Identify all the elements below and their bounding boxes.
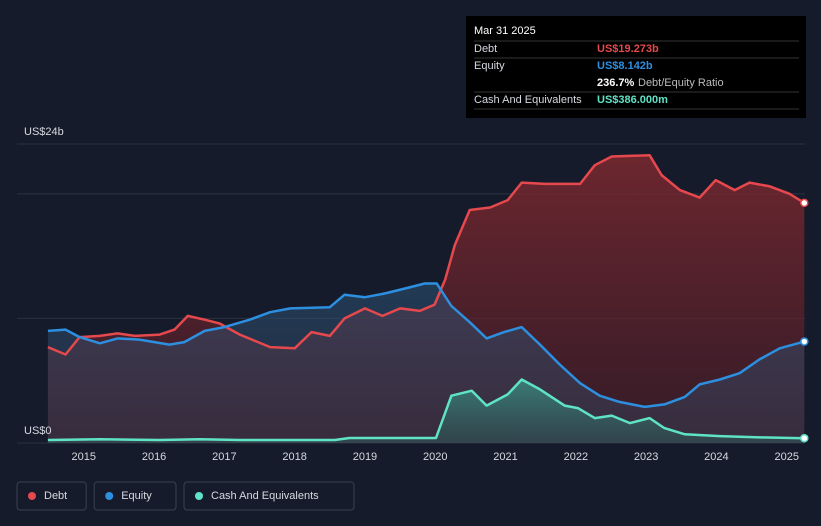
legend-swatch [28,492,36,500]
tooltip-value: US$8.142b [597,60,653,72]
line [47,282,805,409]
x-tick-label: 2021 [493,451,517,463]
x-tick-label: 2019 [353,451,377,463]
legend-swatch [105,492,114,500]
tooltip-ratio: 236.7% [597,77,635,89]
area [47,379,805,443]
x-tick-label: 2017 [212,451,236,463]
legend-box[interactable] [183,481,355,511]
x-tick-label: 2023 [634,451,658,463]
legend-label: Cash And Equivalents [211,490,319,502]
legend-item[interactable]: Equity [93,481,177,511]
legend-swatch [195,492,203,500]
tooltip-label: Debt [474,43,497,55]
x-tick-label: 2015 [72,451,96,463]
legend-box[interactable] [93,481,177,511]
tooltip-note: Debt/Equity Ratio [638,77,724,89]
tooltip-label: Equity [474,60,505,72]
x-tick-label: 2018 [282,451,306,463]
x-tick-label: 2016 [142,451,166,463]
legend-item[interactable]: Cash And Equivalents [183,481,355,511]
end-dot [800,433,809,443]
tooltip-date: Mar 31 2025 [474,25,536,37]
line [47,378,805,442]
x-tick-label: 2022 [564,451,588,463]
tooltip-label: Cash And Equivalents [474,94,582,106]
legend-label: Debt [44,490,67,502]
area [47,283,805,443]
tooltip-value: US$19.273b [597,43,659,55]
tooltip-box [466,16,806,118]
end-dot [800,337,809,346]
y-tick-label: US$0 [24,425,52,437]
x-tick-label: 2024 [704,451,728,463]
x-tick-label: 2025 [774,451,798,463]
tooltip-value: US$386.000m [597,94,668,106]
line [47,153,805,356]
x-tick-label: 2020 [423,451,447,463]
y-tick-label: US$24b [24,126,64,138]
legend-box[interactable] [16,481,87,511]
end-dot [800,198,809,208]
legend-item[interactable]: Debt [16,481,87,511]
legend-label: Equity [121,490,152,502]
tooltip: Mar 31 2025 Debt US$19.273b Equity US$8.… [466,16,806,118]
